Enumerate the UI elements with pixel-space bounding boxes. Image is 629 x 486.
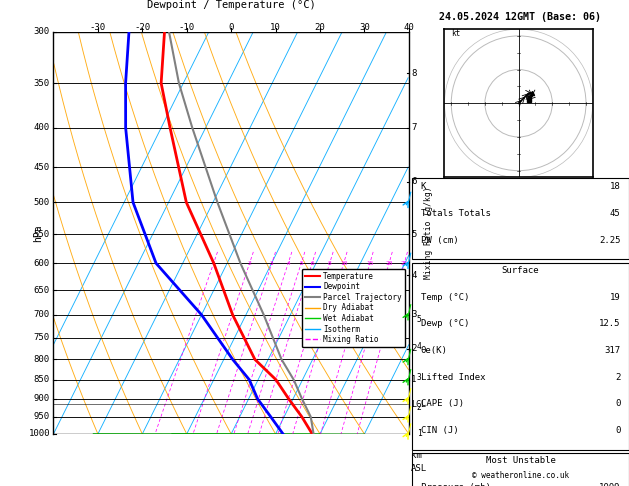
Text: ASL: ASL	[411, 464, 427, 473]
Text: 3: 3	[417, 373, 421, 382]
Text: 650: 650	[34, 285, 50, 295]
Text: 1009: 1009	[599, 483, 620, 486]
Text: Totals Totals: Totals Totals	[421, 209, 491, 218]
Text: 12.5: 12.5	[599, 319, 620, 329]
Text: 500: 500	[34, 198, 50, 207]
Text: 400: 400	[34, 123, 50, 132]
Text: Temp (°C): Temp (°C)	[421, 293, 469, 302]
Text: © weatheronline.co.uk: © weatheronline.co.uk	[472, 471, 569, 480]
Text: CIN (J): CIN (J)	[421, 426, 459, 435]
Text: 10: 10	[340, 261, 347, 266]
Text: Pressure (mb): Pressure (mb)	[421, 483, 491, 486]
Text: 450: 450	[34, 163, 50, 172]
Text: 2: 2	[248, 261, 252, 266]
Text: 6: 6	[310, 261, 314, 266]
Text: Most Unstable: Most Unstable	[486, 456, 555, 466]
Text: 8: 8	[328, 261, 331, 266]
Text: 700: 700	[34, 310, 50, 319]
Text: 850: 850	[34, 375, 50, 384]
Text: 7: 7	[411, 123, 416, 132]
Text: Lifted Index: Lifted Index	[421, 373, 485, 382]
Text: 0: 0	[615, 426, 620, 435]
Text: K: K	[421, 182, 426, 191]
Text: 1: 1	[417, 430, 421, 438]
Text: CAPE (J): CAPE (J)	[421, 399, 464, 409]
Text: 5: 5	[299, 261, 303, 266]
Text: 5: 5	[417, 315, 421, 324]
Text: Dewp (°C): Dewp (°C)	[421, 319, 469, 329]
Text: 1: 1	[212, 261, 216, 266]
Bar	[412, 178, 629, 259]
Text: 1: 1	[411, 375, 416, 384]
Text: 2: 2	[417, 403, 421, 413]
Text: kt: kt	[451, 29, 460, 38]
Text: θe(K): θe(K)	[421, 346, 448, 355]
Text: -10: -10	[179, 23, 195, 32]
Text: 18: 18	[610, 182, 620, 191]
Text: 2: 2	[411, 344, 416, 353]
Legend: Temperature, Dewpoint, Parcel Trajectory, Dry Adiabat, Wet Adiabat, Isotherm, Mi: Temperature, Dewpoint, Parcel Trajectory…	[302, 269, 405, 347]
Text: -20: -20	[134, 23, 150, 32]
Text: 300: 300	[34, 27, 50, 36]
Text: 2.25: 2.25	[599, 236, 620, 245]
Text: 24.05.2024 12GMT (Base: 06): 24.05.2024 12GMT (Base: 06)	[440, 12, 601, 22]
Text: 350: 350	[34, 79, 50, 87]
Text: LCL: LCL	[411, 400, 426, 409]
Text: 1000: 1000	[28, 430, 50, 438]
Text: -30: -30	[90, 23, 106, 32]
Text: 30: 30	[359, 23, 370, 32]
Text: 0: 0	[228, 23, 234, 32]
Text: 45: 45	[610, 209, 620, 218]
Text: 15: 15	[366, 261, 374, 266]
Text: 19: 19	[610, 293, 620, 302]
Text: 3: 3	[270, 261, 274, 266]
Text: 6: 6	[411, 177, 416, 186]
Text: 25: 25	[401, 261, 408, 266]
Text: 4: 4	[286, 261, 290, 266]
Text: 20: 20	[386, 261, 392, 266]
Text: 4: 4	[411, 271, 416, 280]
Text: 10: 10	[270, 23, 281, 32]
Text: 40: 40	[403, 23, 415, 32]
Text: 8: 8	[411, 69, 416, 78]
Text: 3: 3	[411, 310, 416, 319]
Text: 5: 5	[411, 230, 416, 239]
Text: 800: 800	[34, 355, 50, 364]
Text: Mixing Ratio (g/kg): Mixing Ratio (g/kg)	[425, 187, 433, 279]
Bar	[412, 453, 629, 486]
Text: 20: 20	[314, 23, 325, 32]
Text: 317: 317	[604, 346, 620, 355]
Text: 600: 600	[34, 259, 50, 268]
Text: Surface: Surface	[502, 266, 539, 275]
Text: 2: 2	[615, 373, 620, 382]
Text: km: km	[411, 451, 422, 460]
Text: 4: 4	[417, 342, 421, 351]
Text: hPa: hPa	[33, 224, 43, 242]
Text: 950: 950	[34, 412, 50, 421]
Text: 750: 750	[34, 333, 50, 342]
Text: 0: 0	[615, 399, 620, 409]
Text: PW (cm): PW (cm)	[421, 236, 459, 245]
Bar	[412, 263, 629, 450]
Text: 550: 550	[34, 230, 50, 239]
Text: 900: 900	[34, 394, 50, 403]
Text: Dewpoint / Temperature (°C): Dewpoint / Temperature (°C)	[147, 0, 316, 10]
